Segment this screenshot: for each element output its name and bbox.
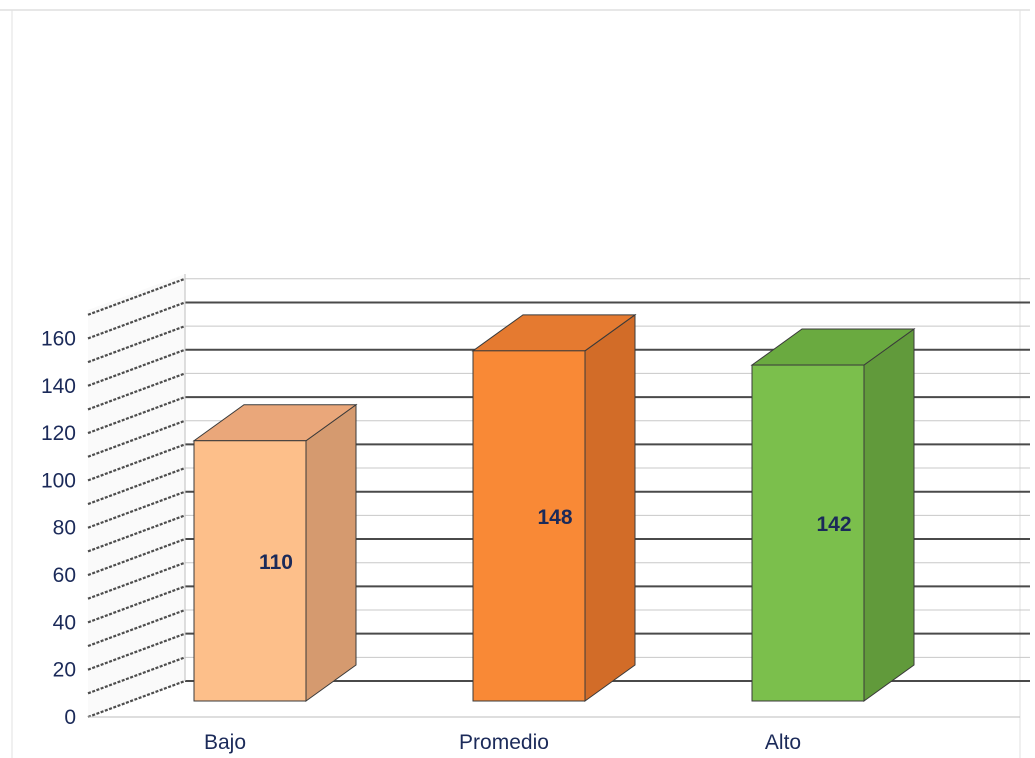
wall-diagonal xyxy=(87,301,186,340)
wall-diagonal xyxy=(87,419,186,458)
wall-diagonal xyxy=(87,632,186,671)
labels: 0 20 40 60 80 100 120 140 160 110 Bajo 148 Promedio 1… xyxy=(41,327,852,754)
y-tick-label: 0 xyxy=(64,706,76,729)
y-tick-label: 40 xyxy=(53,611,76,634)
bar-side xyxy=(584,313,636,702)
wall-diagonal xyxy=(87,325,186,364)
wall-diagonal xyxy=(87,538,186,577)
x-category-label: Alto xyxy=(765,731,801,754)
y-tick-label: 100 xyxy=(41,469,76,492)
wall-diagonal xyxy=(87,277,186,316)
wall-diagonal xyxy=(87,585,186,624)
y-tick-label: 160 xyxy=(41,327,76,350)
bar-bajo xyxy=(192,403,358,702)
wall-diagonal xyxy=(87,372,186,411)
y-tick-label: 140 xyxy=(41,375,76,398)
wall-diagonal xyxy=(87,396,186,435)
wall-diagonal xyxy=(87,490,186,529)
data-label: 148 xyxy=(537,506,572,529)
wall-diagonal xyxy=(87,608,186,648)
bar-side xyxy=(305,403,357,702)
wall-diagonal xyxy=(87,561,186,600)
side-wall xyxy=(88,274,185,717)
wall-diagonal xyxy=(87,656,186,695)
wall-diagonal xyxy=(87,514,186,553)
x-category-label: Promedio xyxy=(459,731,549,754)
bar-front xyxy=(751,364,865,702)
bar-front xyxy=(193,440,307,702)
bar-alto xyxy=(750,328,916,702)
wall-diagonal xyxy=(87,679,186,719)
wall-diagonal xyxy=(87,348,186,387)
wall-diagonal xyxy=(87,443,186,482)
wall-diagonal xyxy=(87,467,186,506)
y-tick-label: 80 xyxy=(53,517,76,540)
y-tick-label: 120 xyxy=(41,422,76,445)
x-category-label: Bajo xyxy=(204,731,246,754)
bar-side xyxy=(863,328,915,702)
y-tick-label: 60 xyxy=(53,564,76,587)
data-label: 110 xyxy=(259,551,293,574)
y-tick-label: 20 xyxy=(53,659,76,682)
data-label: 142 xyxy=(816,513,851,536)
bar-promedio xyxy=(471,313,637,702)
y-axis-wall xyxy=(87,274,1020,719)
bars xyxy=(192,313,916,702)
bar-front xyxy=(472,350,586,702)
